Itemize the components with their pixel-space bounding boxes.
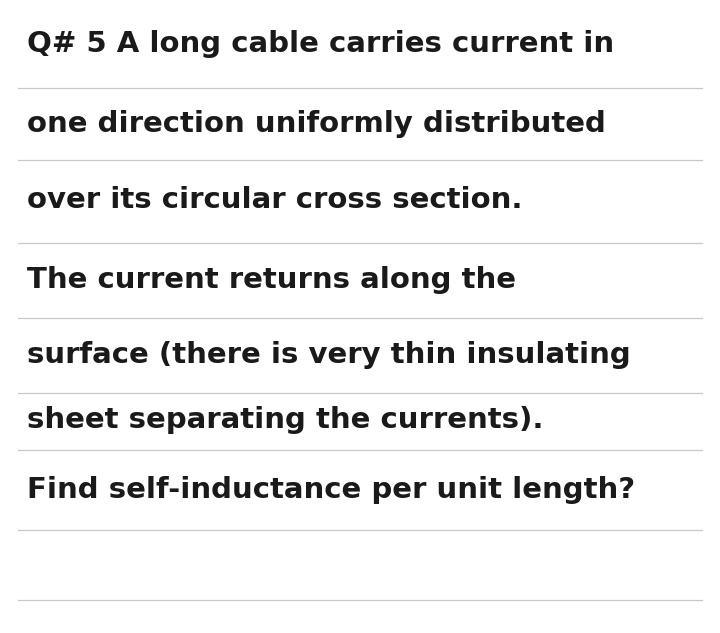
Text: Q# 5 A long cable carries current in: Q# 5 A long cable carries current in <box>27 30 614 58</box>
Text: The current returns along the: The current returns along the <box>27 266 516 294</box>
Text: one direction uniformly distributed: one direction uniformly distributed <box>27 110 606 138</box>
Text: over its circular cross section.: over its circular cross section. <box>27 186 523 214</box>
Text: Find self-inductance per unit length?: Find self-inductance per unit length? <box>27 476 635 504</box>
Text: surface (there is very thin insulating: surface (there is very thin insulating <box>27 341 631 369</box>
Text: sheet separating the currents).: sheet separating the currents). <box>27 406 544 434</box>
